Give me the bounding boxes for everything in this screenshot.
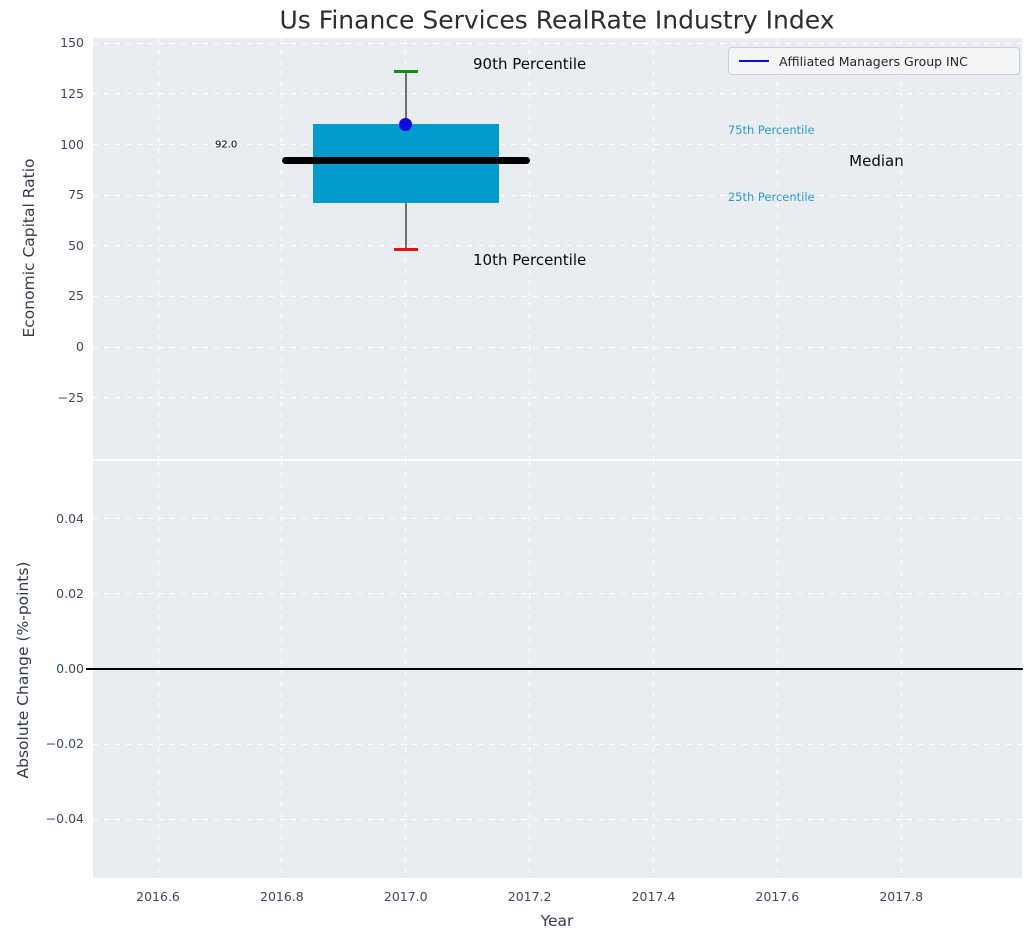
gridline-x bbox=[529, 38, 531, 459]
gridline-x bbox=[281, 38, 283, 459]
y-tick-label: 125 bbox=[60, 85, 84, 101]
annotation-10th-percentile: 10th Percentile bbox=[473, 250, 587, 269]
gridline-y bbox=[93, 397, 1022, 399]
gridline-x bbox=[157, 38, 159, 459]
company-data-point bbox=[399, 117, 413, 131]
whisker-cap-10th bbox=[393, 248, 418, 252]
x-tick-label: 2017.0 bbox=[383, 889, 428, 904]
x-axis-label-year: Year bbox=[540, 912, 574, 930]
gridline-x bbox=[776, 38, 778, 459]
x-tick-label: 2016.6 bbox=[136, 889, 180, 904]
y-tick-label: −0.02 bbox=[45, 736, 84, 752]
x-tick-label: 2016.8 bbox=[260, 889, 304, 904]
gridline-y bbox=[93, 93, 1022, 95]
x-tick-label: 2017.2 bbox=[507, 889, 552, 904]
gridline-y bbox=[93, 743, 1022, 745]
y-tick-label: 150 bbox=[60, 35, 84, 51]
annotation-median: Median bbox=[849, 151, 904, 170]
y-tick-label: 0.02 bbox=[56, 585, 84, 601]
absolute-change-plot bbox=[86, 461, 1023, 878]
y-tick-label: 25 bbox=[68, 288, 84, 304]
y-tick-label: 0.00 bbox=[56, 661, 84, 677]
y-tick-label: 0 bbox=[76, 339, 84, 355]
chart-title: Us Finance Services RealRate Industry In… bbox=[279, 5, 835, 35]
legend-label: Affiliated Managers Group INC bbox=[779, 53, 968, 69]
gridline-y bbox=[93, 194, 1022, 196]
whisker-cap-90th bbox=[393, 70, 418, 74]
x-tick-label: 2017.8 bbox=[879, 889, 924, 904]
gridline-x bbox=[652, 38, 654, 459]
y-tick-label: 75 bbox=[68, 187, 84, 203]
annotation-75th-percentile: 75th Percentile bbox=[727, 123, 815, 138]
legend-line-swatch bbox=[739, 59, 769, 63]
annotation-90th-percentile: 90th Percentile bbox=[473, 54, 587, 73]
y-tick-label: −0.04 bbox=[45, 811, 84, 827]
zero-line bbox=[86, 668, 1023, 671]
gridline-y bbox=[93, 818, 1022, 820]
x-tick-label: 2017.6 bbox=[755, 889, 800, 904]
gridline-y bbox=[93, 144, 1022, 146]
y-tick-label: 100 bbox=[60, 136, 84, 152]
legend: Affiliated Managers Group INC bbox=[728, 47, 1020, 75]
gridline-y bbox=[93, 593, 1022, 595]
x-tick-label: 2017.4 bbox=[631, 889, 676, 904]
y-tick-label: −25 bbox=[57, 389, 84, 405]
gridline-y bbox=[93, 295, 1022, 297]
gridline-y bbox=[93, 245, 1022, 247]
annotation-25th-percentile: 25th Percentile bbox=[727, 190, 815, 205]
gridline-y bbox=[93, 42, 1022, 44]
gridline-x bbox=[900, 38, 902, 459]
economic-capital-ratio-plot: 90th Percentile 10th Percentile 75th Perce… bbox=[93, 38, 1022, 459]
gridline-y bbox=[93, 346, 1022, 348]
median-line bbox=[281, 157, 530, 165]
y-tick-label: 50 bbox=[68, 237, 84, 253]
y-tick-label: 0.04 bbox=[56, 510, 84, 526]
gridline-y bbox=[93, 518, 1022, 520]
annotation-92-0: 92.0 bbox=[215, 139, 238, 151]
